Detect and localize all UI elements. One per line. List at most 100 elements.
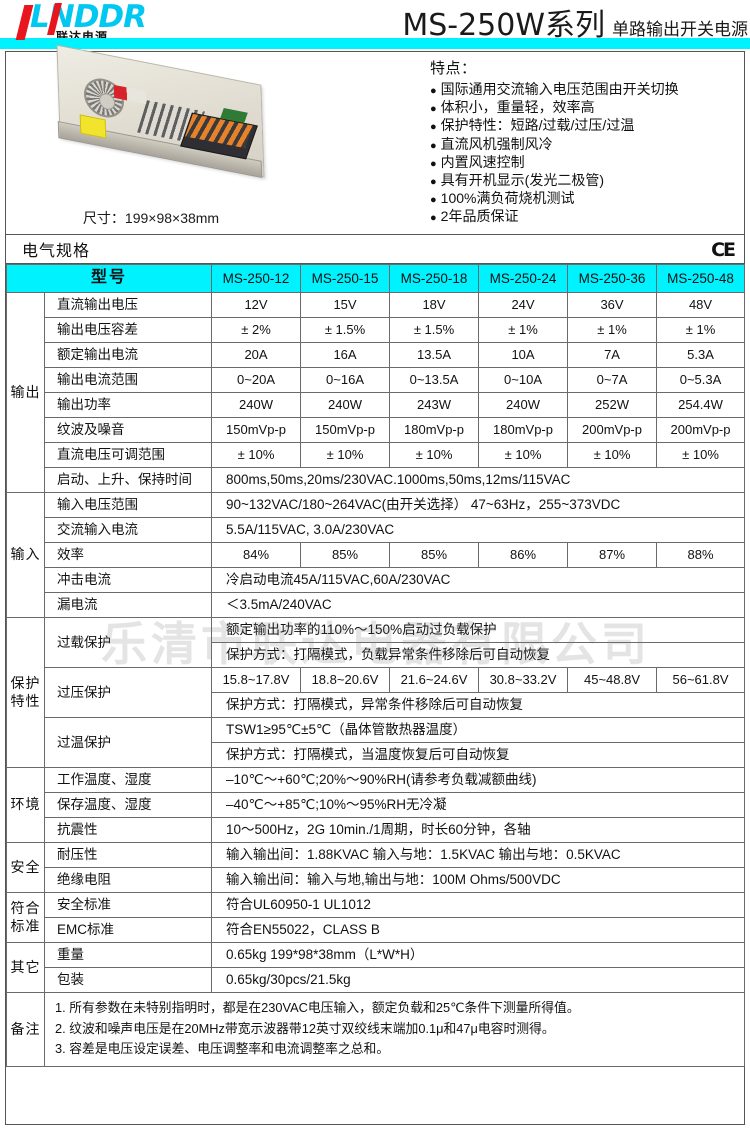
param-value: 45~48.8V <box>567 667 658 693</box>
section-label-output: 输出 <box>6 292 45 493</box>
features-title: 特点： <box>430 60 477 77</box>
param-label: 漏电流 <box>43 592 213 618</box>
param-value: 240W <box>211 392 302 418</box>
table-row: 过温保护 TSW1≥95℃±5℃（晶体管散热器温度） <box>7 717 746 768</box>
param-label: 绝缘电阻 <box>43 867 213 893</box>
bullet-icon: ● <box>430 194 437 207</box>
param-value: 保护方式：打隔模式，负载异常条件移除后可自动恢复 <box>211 642 746 668</box>
spec-table-body: 型号 MS-250-12 MS-250-15 MS-250-18 MS-250-24 MS… <box>5 264 746 1068</box>
param-value: 85% <box>300 542 391 568</box>
table-row: 过压保护 15.8~17.8V 18.8~20.6V 21.6~24.6V 30.8~3… <box>7 667 746 718</box>
section-label-line: 符合 <box>10 900 41 916</box>
feature-item: ● 具有开机显示(发光二极管) <box>430 171 750 189</box>
header-accent-bar <box>0 38 750 49</box>
header-model-0: MS-250-12 <box>211 264 302 293</box>
param-value: 符合UL60950-1 UL1012 <box>211 892 746 918</box>
table-row: 输出电流范围 0~20A 0~16A 0~13.5A 0~10A 0~7A 0~5.3A <box>7 367 746 393</box>
param-value: 30.8~33.2V <box>478 667 569 693</box>
param-label: 交流输入电流 <box>43 517 213 543</box>
table-row: 输出 直流输出电压 12V 15V 18V 24V 36V 48V <box>6 292 746 493</box>
param-value: ± 2% <box>211 317 302 343</box>
dimensions-caption: 尺寸：199×98×38mm <box>82 210 220 226</box>
note-line: 2. 纹波和噪声电压是在20MHz带宽示波器带12英寸双绞线末端加0.1μ和47… <box>55 1020 555 1036</box>
title-subtitle: 单路输出开关电源 <box>612 20 748 39</box>
table-row: 额定输出电流 20A 16A 13.5A 10A 7A 5.3A <box>7 342 746 368</box>
param-value: TSW1≥95℃±5℃（晶体管散热器温度） <box>211 717 746 743</box>
header-model-5: MS-250-48 <box>656 264 746 293</box>
table-row: 保存温度、湿度 –40℃～+85℃;10%～95%RH无冷凝 <box>7 792 746 818</box>
param-value: 86% <box>478 542 569 568</box>
param-value: 24V <box>478 292 569 318</box>
section-label-protection: 保护 特性 <box>6 617 45 768</box>
param-value: ＜3.5mA/240VAC <box>211 592 746 618</box>
param-value: 输入输出间：1.88KVAC 输入与地：1.5KVAC 输出与地：0.5KVAC <box>211 842 746 868</box>
section-label-notes: 备注 <box>6 991 45 1068</box>
param-label: 直流输出电压 <box>43 292 213 318</box>
bullet-icon: ● <box>430 176 437 189</box>
param-value: 88% <box>656 542 746 568</box>
param-value: 85% <box>389 542 480 568</box>
table-row: 包装 0.65kg/30pcs/21.5kg <box>7 967 746 993</box>
bullet-icon: ● <box>430 121 437 134</box>
company-logo: LNDDR 联达电源 <box>8 2 186 44</box>
param-value: 5.3A <box>656 342 746 368</box>
table-row: 保护方式：打隔模式，当温度恢复后可自动恢复 <box>7 742 746 768</box>
bullet-icon: ● <box>430 139 437 152</box>
feature-label: 2年品质保证 <box>440 208 519 225</box>
table-row: 效率 84% 85% 85% 86% 87% 88% <box>7 542 746 568</box>
table-row: 输入 输入电压范围 90~132VAC/180~264VAC(由开关选择） 47~6… <box>6 492 746 618</box>
param-value: 20A <box>211 342 302 368</box>
table-row: 其它 重量 0.65kg 199*98*38mm（L*W*H） <box>6 942 746 993</box>
section-label-others: 其它 <box>6 942 45 993</box>
param-value: ± 1.5% <box>300 317 391 343</box>
param-label: 过载保护 <box>43 617 213 668</box>
section-label-line: 特性 <box>10 692 41 709</box>
param-value: 5.5A/115VAC, 3.0A/230VAC <box>211 517 746 543</box>
note-line: 1. 所有参数在未特别指明时，都是在230VAC电压输入，额定负载和25℃条件下… <box>55 1000 580 1015</box>
param-value: 200mVp-p <box>656 417 746 443</box>
section-label-safety: 安全 <box>6 842 45 893</box>
param-value: ± 10% <box>567 442 658 468</box>
content-frame: 尺寸：199×98×38mm 特点： ● 国际通用交流输入电压范围由开关切换 ● 体积… <box>5 44 746 1125</box>
feature-label: 具有开机显示(发光二极管) <box>440 172 604 189</box>
features-list: 特点： ● 国际通用交流输入电压范围由开关切换 ● 体积小，重量轻，效率高 ● 保护特性：… <box>430 57 750 226</box>
bullet-icon: ● <box>430 103 437 116</box>
param-value: ± 1% <box>567 317 658 343</box>
param-value: 800ms,50ms,20ms/230VAC.1000ms,50ms,12ms/… <box>211 467 746 493</box>
param-value: 36V <box>567 292 658 318</box>
param-value: 0~7A <box>567 367 658 393</box>
table-row: 绝缘电阻 输入输出间：输入与地,输出与地：100M Ohms/500VDC <box>7 867 746 893</box>
feature-label: 保护特性：短路/过载/过压/过温 <box>440 117 635 134</box>
header-model-4: MS-250-36 <box>567 264 658 293</box>
param-value: 保护方式：打隔模式，异常条件移除后可自动恢复 <box>211 692 746 718</box>
title-model: MS-250W系列 <box>402 8 605 43</box>
page-title: MS-250W系列 单路输出开关电源 <box>402 0 748 44</box>
param-value: 150mVp-p <box>211 417 302 443</box>
header-model-3: MS-250-24 <box>478 264 569 293</box>
param-value: 180mVp-p <box>389 417 480 443</box>
feature-label: 内置风速控制 <box>440 153 525 170</box>
param-value: 87% <box>567 542 658 568</box>
table-row: 符合 标准 安全标准 符合UL60950-1 UL1012 <box>6 892 746 943</box>
product-photo <box>36 44 326 205</box>
param-label: 输出功率 <box>43 392 213 418</box>
param-label: 抗震性 <box>43 817 213 843</box>
param-value: 0~20A <box>211 367 302 393</box>
note-line: 3. 容差是电压设定误差、电压调整率和电流调整率之总和。 <box>55 1041 390 1057</box>
section-label-line: 保护 <box>10 675 41 691</box>
param-value: 0~13.5A <box>389 367 480 393</box>
param-value: 12V <box>211 292 302 318</box>
param-value: 16A <box>300 342 391 368</box>
table-row: 保护 特性 过载保护 额定输出功率的110%～150%启动过负载保护 <box>6 617 746 768</box>
param-value: 243W <box>389 392 480 418</box>
table-row: EMC标准 符合EN55022，CLASS B <box>7 917 746 943</box>
param-value: 符合EN55022，CLASS B <box>211 917 746 943</box>
table-row-notes: 备注 1. 所有参数在未特别指明时，都是在230VAC电压输入，额定负载和25℃条… <box>6 991 746 1068</box>
param-label: 过压保护 <box>43 667 213 718</box>
param-value: 0~16A <box>300 367 391 393</box>
features-items: ● 国际通用交流输入电压范围由开关切换 ● 体积小，重量轻，效率高 ● 保护特性：短路/过… <box>430 80 750 226</box>
param-value: 18V <box>389 292 480 318</box>
page-header: LNDDR 联达电源 MS-250W系列 单路输出开关电源 <box>0 0 750 49</box>
param-value: 15.8~17.8V <box>211 667 302 693</box>
param-value: 180mVp-p <box>478 417 569 443</box>
